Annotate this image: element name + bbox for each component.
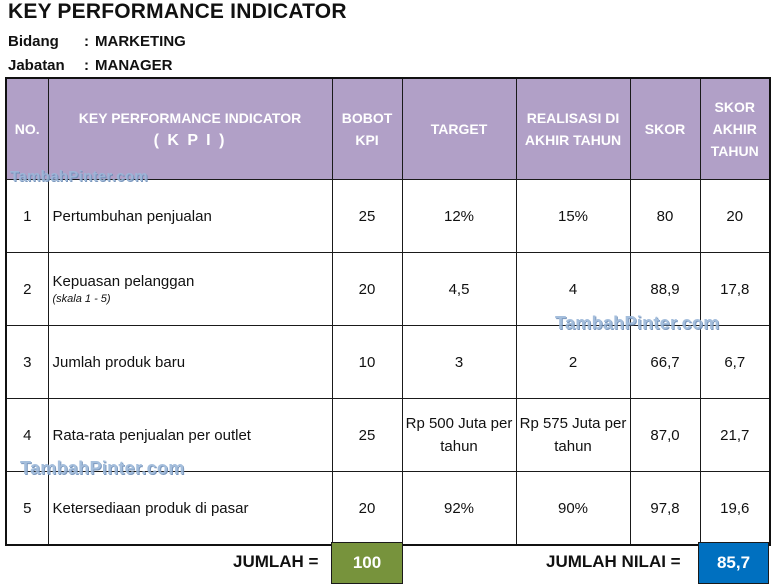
jabatan-value: MANAGER [95,57,173,74]
bidang-row: Bidang: MARKETING [8,33,186,50]
jabatan-row: Jabatan: MANAGER [8,57,173,74]
row-skor: 80 [629,179,701,253]
jumlah-value: 100 [331,542,403,584]
watermark: TambahPinter.com [20,458,185,478]
row-bobot: 25 [331,398,403,472]
row-target: 92% [401,471,517,546]
row-no: 1 [5,179,49,253]
row-target: Rp 500 Juta per tahun [401,398,517,472]
row-indicator-text: Kepuasan pelanggan [52,273,195,290]
table-row: 2 Kepuasan pelanggan (skala 1 - 5) 20 4,5… [5,252,771,326]
row-bobot: 25 [331,179,403,253]
row-bobot: 20 [331,252,403,326]
row-skor: 87,0 [629,398,701,472]
row-skor: 66,7 [629,325,701,399]
header-target: TARGET [401,77,517,180]
row-target: 4,5 [401,252,517,326]
row-realisasi: 90% [515,471,631,546]
row-indicator: Kepuasan pelanggan (skala 1 - 5) [47,252,333,326]
row-realisasi: Rp 575 Juta per tahun [515,398,631,472]
jumlah-label: JUMLAH = [233,552,319,571]
header-skor: SKOR [629,77,701,180]
jumlah-nilai-label: JUMLAH NILAI = [546,552,681,571]
bidang-label: Bidang [8,33,59,50]
row-skor: 88,9 [629,252,701,326]
jumlah-nilai-value: 85,7 [698,542,769,584]
page-title: KEY PERFORMANCE INDICATOR [8,0,347,23]
row-skor-akhir: 17,8 [699,252,771,326]
row-no: 4 [5,398,49,472]
row-skor-akhir: 19,6 [699,471,771,546]
header-realisasi: REALISASI DI AKHIR TAHUN [515,77,631,180]
header-no: NO. [5,77,49,180]
row-indicator-note: (skala 1 - 5) [52,293,111,305]
table-row: 1 Pertumbuhan penjualan 25 12% 15% 80 20 [5,179,771,253]
header-kpi: KEY PERFORMANCE INDICATOR ( K P I ) [47,77,333,180]
header-bobot: BOBOT KPI [331,77,403,180]
watermark: TambahPinter.com [10,168,148,185]
bidang-separator: : [84,33,89,50]
row-indicator: Jumlah produk baru [47,325,333,399]
bidang-value: MARKETING [95,33,186,50]
row-realisasi: 2 [515,325,631,399]
table-row: 4 Rata-rata penjualan per outlet 25 Rp 5… [5,398,771,472]
row-bobot: 20 [331,471,403,546]
watermark: TambahPinter.com [555,313,720,333]
header-kpi-line1: KEY PERFORMANCE INDICATOR [78,109,302,126]
row-realisasi: 15% [515,179,631,253]
row-skor-akhir: 21,7 [699,398,771,472]
row-bobot: 10 [331,325,403,399]
row-no: 2 [5,252,49,326]
jabatan-separator: : [84,57,89,74]
row-skor-akhir: 20 [699,179,771,253]
row-target: 3 [401,325,517,399]
row-no: 5 [5,471,49,546]
row-indicator: Ketersediaan produk di pasar [47,471,333,546]
table-row: 3 Jumlah produk baru 10 3 2 66,7 6,7 [5,325,771,399]
table-header-row: NO. KEY PERFORMANCE INDICATOR ( K P I ) B… [5,77,771,180]
table-row: 5 Ketersediaan produk di pasar 20 92% 90… [5,471,771,546]
header-kpi-line2: ( K P I ) [153,131,227,149]
row-no: 3 [5,325,49,399]
row-skor: 97,8 [629,471,701,546]
kpi-table: NO. KEY PERFORMANCE INDICATOR ( K P I ) B… [5,77,771,546]
row-indicator: Pertumbuhan penjualan [47,179,333,253]
row-skor-akhir: 6,7 [699,325,771,399]
row-target: 12% [401,179,517,253]
jabatan-label: Jabatan [8,57,65,74]
header-skor-akhir: SKOR AKHIR TAHUN [699,77,771,180]
